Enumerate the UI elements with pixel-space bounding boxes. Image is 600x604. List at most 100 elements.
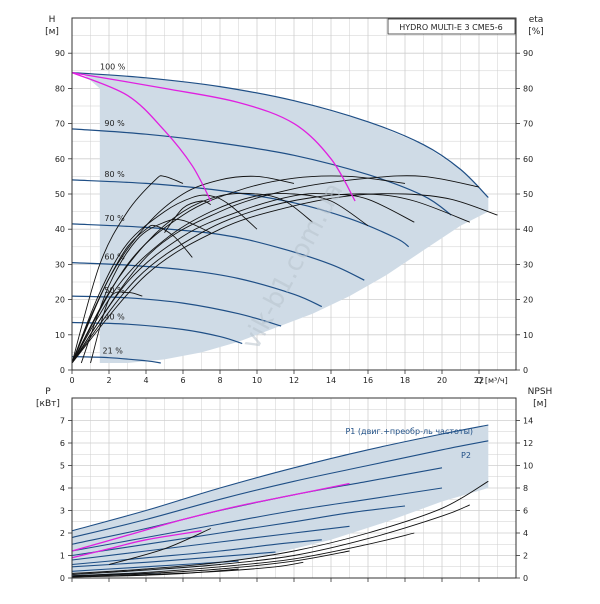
y-tick-label-left: 5 — [60, 462, 65, 471]
speed-label: 90 % — [104, 119, 125, 128]
y-tick-label-left: 3 — [60, 507, 65, 516]
ylabel-p-unit: [кВт] — [36, 399, 60, 409]
power-envelope-area — [72, 425, 489, 576]
series-label-p1: P1 (двиг.+преобр-ль частоты) — [345, 427, 473, 436]
ylabel-eta-unit: [%] — [528, 27, 544, 37]
y-tick-label-right: 50 — [523, 190, 533, 199]
y-tick-label-left: 0 — [60, 574, 65, 583]
y-tick-label-right: 60 — [523, 155, 533, 164]
power-magenta-curve — [71, 482, 350, 552]
y-tick-label-right: 20 — [523, 296, 533, 305]
efficiency-curve — [71, 193, 498, 364]
y-tick-label-left: 1 — [60, 552, 65, 561]
ylabel-p: P — [45, 387, 51, 397]
y-tick-label-left: 6 — [60, 439, 65, 448]
efficiency-curve — [71, 175, 480, 364]
speed-curve — [71, 72, 489, 198]
speed-curve — [71, 356, 161, 364]
y-tick-label-left: 60 — [55, 155, 65, 164]
efficiency-curve — [71, 193, 415, 364]
y-tick-label-right: 80 — [523, 84, 533, 93]
y-tick-label-right: 10 — [523, 331, 533, 340]
y-tick-label-left: 50 — [55, 190, 65, 199]
npsh-curves — [71, 480, 489, 578]
y-tick-label-left: 70 — [55, 120, 65, 129]
qh-envelope — [72, 72, 489, 363]
power-curve — [71, 551, 276, 568]
speed-label: 21 % — [103, 347, 124, 356]
npsh-curve — [71, 480, 489, 574]
y-tick-label-left: 2 — [60, 529, 65, 538]
x-tick-label: 12 — [289, 376, 299, 385]
speed-curve — [71, 262, 323, 308]
power-envelope — [72, 425, 489, 576]
y-tick-label-left: 30 — [55, 260, 65, 269]
y-tick-label-right: 0 — [523, 366, 528, 375]
ylabel-eta: eta — [529, 15, 544, 25]
power-curve — [71, 505, 406, 557]
y-tick-label-left: 40 — [55, 225, 65, 234]
npsh-curve — [71, 550, 350, 577]
speed-curve — [71, 223, 365, 281]
power-curve — [71, 525, 350, 561]
x-tick-label: 2 — [106, 376, 111, 385]
xlabel-q: Q [м³/ч] — [476, 376, 508, 385]
y-tick-label-right: 6 — [523, 507, 528, 516]
npsh-curve — [71, 504, 470, 576]
x-tick-label: 18 — [400, 376, 410, 385]
npsh-curve — [71, 532, 415, 577]
y-tick-label-right: 90 — [523, 49, 533, 58]
x-tick-label: 10 — [252, 376, 262, 385]
power-magenta-curves — [71, 482, 350, 559]
y-tick-label-left: 4 — [60, 484, 65, 493]
speed-curves — [71, 72, 489, 364]
efficiency-curve — [71, 175, 406, 364]
efficiency-curves — [71, 175, 498, 364]
speed-label: 100 % — [100, 63, 126, 72]
y-tick-label-left: 90 — [55, 49, 65, 58]
y-tick-label-left: 7 — [60, 417, 65, 426]
y-tick-label-right: 10 — [523, 462, 533, 471]
power-curve — [71, 440, 489, 539]
efficiency-curve — [71, 193, 470, 364]
x-tick-label: 0 — [69, 376, 74, 385]
x-tick-label: 6 — [180, 376, 185, 385]
x-tick-label: 14 — [326, 376, 336, 385]
y-tick-label-right: 0 — [523, 574, 528, 583]
efficiency-curve — [90, 291, 143, 364]
efficiency-curve — [71, 175, 295, 364]
efficiency-curve — [80, 218, 211, 364]
qh-envelope-area — [72, 72, 489, 363]
power-curve — [71, 424, 489, 532]
magenta-curve — [71, 71, 356, 202]
y-tick-label-left: 0 — [60, 366, 65, 375]
speed-label: 60 % — [104, 253, 125, 262]
magenta-curve — [71, 71, 212, 202]
y-tick-label-right: 30 — [523, 260, 533, 269]
efficiency-curve — [71, 192, 313, 364]
power-curve — [71, 539, 322, 566]
speed-curve — [71, 128, 452, 216]
x-tick-label: 22 — [474, 376, 484, 385]
speed-label: 40 % — [104, 312, 125, 321]
speed-curve — [71, 295, 282, 327]
magenta-curves — [71, 71, 356, 202]
title-box-text: HYDRO MULTI-E 3 CME5-6 — [399, 23, 503, 32]
y-tick-label-right: 4 — [523, 529, 528, 538]
y-tick-label-right: 12 — [523, 439, 533, 448]
y-tick-label-right: 14 — [523, 417, 533, 426]
y-tick-label-left: 80 — [55, 84, 65, 93]
x-tick-label: 16 — [363, 376, 373, 385]
efficiency-curve — [71, 175, 184, 364]
y-tick-label-left: 20 — [55, 296, 65, 305]
speed-label: 80 % — [104, 170, 125, 179]
efficiency-curve — [164, 200, 212, 233]
title-box — [387, 18, 516, 35]
speed-label: 70 % — [104, 214, 125, 223]
y-tick-label-right: 70 — [523, 120, 533, 129]
speed-curve — [71, 321, 243, 345]
x-tick-label: 8 — [217, 376, 222, 385]
